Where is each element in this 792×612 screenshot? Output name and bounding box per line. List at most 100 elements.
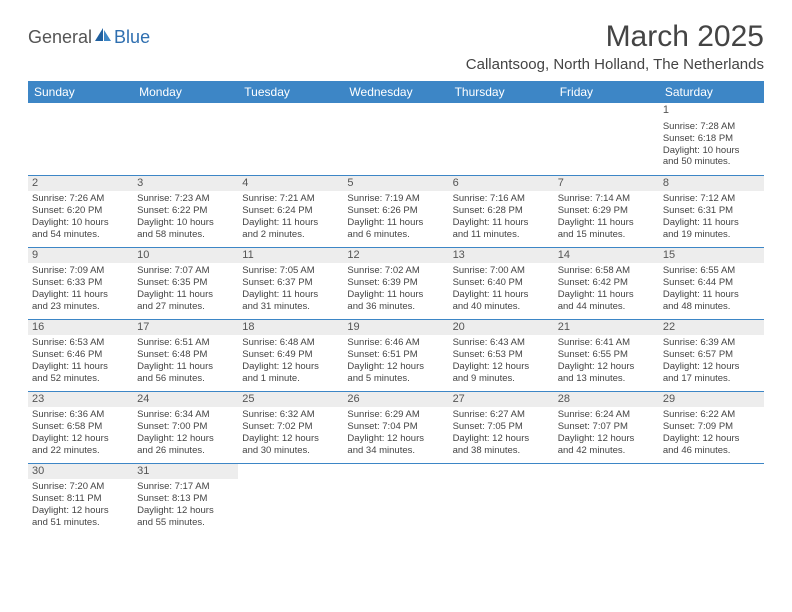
daylight-text: Daylight: 12 hours bbox=[453, 361, 550, 373]
sunrise-text: Sunrise: 6:58 AM bbox=[558, 265, 655, 277]
sunrise-text: Sunrise: 6:48 AM bbox=[242, 337, 339, 349]
daylight-text: Daylight: 12 hours bbox=[242, 433, 339, 445]
daylight-text: Daylight: 11 hours bbox=[663, 289, 760, 301]
sunrise-text: Sunrise: 6:51 AM bbox=[137, 337, 234, 349]
sunset-text: Sunset: 6:29 PM bbox=[558, 205, 655, 217]
day-number: 21 bbox=[554, 320, 659, 336]
day-number: 26 bbox=[343, 392, 448, 408]
sunrise-text: Sunrise: 6:34 AM bbox=[137, 409, 234, 421]
sunset-text: Sunset: 6:35 PM bbox=[137, 277, 234, 289]
title-block: March 2025 Callantsoog, North Holland, T… bbox=[466, 20, 764, 73]
daylight-text: and 23 minutes. bbox=[32, 301, 129, 313]
daylight-text: and 42 minutes. bbox=[558, 445, 655, 457]
day-number: 2 bbox=[28, 176, 133, 192]
day-number: 20 bbox=[449, 320, 554, 336]
calendar-cell: 18Sunrise: 6:48 AMSunset: 6:49 PMDayligh… bbox=[238, 319, 343, 391]
daylight-text: Daylight: 11 hours bbox=[453, 217, 550, 229]
sunset-text: Sunset: 6:46 PM bbox=[32, 349, 129, 361]
day-number: 24 bbox=[133, 392, 238, 408]
calendar-cell: 24Sunrise: 6:34 AMSunset: 7:00 PMDayligh… bbox=[133, 391, 238, 463]
calendar-cell: 31Sunrise: 7:17 AMSunset: 8:13 PMDayligh… bbox=[133, 463, 238, 535]
calendar-head: SundayMondayTuesdayWednesdayThursdayFrid… bbox=[28, 81, 764, 103]
calendar-cell: 8Sunrise: 7:12 AMSunset: 6:31 PMDaylight… bbox=[659, 175, 764, 247]
daylight-text: and 11 minutes. bbox=[453, 229, 550, 241]
day-number: 1 bbox=[659, 103, 764, 119]
day-number: 16 bbox=[28, 320, 133, 336]
sunset-text: Sunset: 6:49 PM bbox=[242, 349, 339, 361]
day-number: 22 bbox=[659, 320, 764, 336]
daylight-text: and 51 minutes. bbox=[32, 517, 129, 529]
day-number: 17 bbox=[133, 320, 238, 336]
calendar-cell: 19Sunrise: 6:46 AMSunset: 6:51 PMDayligh… bbox=[343, 319, 448, 391]
daylight-text: Daylight: 11 hours bbox=[32, 361, 129, 373]
sunrise-text: Sunrise: 6:43 AM bbox=[453, 337, 550, 349]
sunrise-text: Sunrise: 7:19 AM bbox=[347, 193, 444, 205]
logo-text-blue: Blue bbox=[114, 27, 150, 48]
sunrise-text: Sunrise: 6:41 AM bbox=[558, 337, 655, 349]
sunset-text: Sunset: 7:09 PM bbox=[663, 421, 760, 433]
daylight-text: and 19 minutes. bbox=[663, 229, 760, 241]
day-number: 25 bbox=[238, 392, 343, 408]
sunrise-text: Sunrise: 7:14 AM bbox=[558, 193, 655, 205]
sunset-text: Sunset: 8:13 PM bbox=[137, 493, 234, 505]
sunset-text: Sunset: 6:33 PM bbox=[32, 277, 129, 289]
sunset-text: Sunset: 6:37 PM bbox=[242, 277, 339, 289]
daylight-text: Daylight: 12 hours bbox=[32, 433, 129, 445]
sunset-text: Sunset: 7:05 PM bbox=[453, 421, 550, 433]
daylight-text: and 50 minutes. bbox=[663, 156, 760, 168]
sunrise-text: Sunrise: 7:09 AM bbox=[32, 265, 129, 277]
daylight-text: Daylight: 12 hours bbox=[32, 505, 129, 517]
sunrise-text: Sunrise: 7:07 AM bbox=[137, 265, 234, 277]
sunset-text: Sunset: 6:24 PM bbox=[242, 205, 339, 217]
daylight-text: and 30 minutes. bbox=[242, 445, 339, 457]
calendar-cell bbox=[133, 103, 238, 175]
sunrise-text: Sunrise: 6:24 AM bbox=[558, 409, 655, 421]
daylight-text: and 55 minutes. bbox=[137, 517, 234, 529]
sunset-text: Sunset: 7:00 PM bbox=[137, 421, 234, 433]
sunrise-text: Sunrise: 6:53 AM bbox=[32, 337, 129, 349]
sunset-text: Sunset: 6:20 PM bbox=[32, 205, 129, 217]
weekday-header: Wednesday bbox=[343, 81, 448, 103]
day-number: 30 bbox=[28, 464, 133, 480]
sunrise-text: Sunrise: 6:46 AM bbox=[347, 337, 444, 349]
daylight-text: and 58 minutes. bbox=[137, 229, 234, 241]
calendar-cell: 15Sunrise: 6:55 AMSunset: 6:44 PMDayligh… bbox=[659, 247, 764, 319]
calendar-cell bbox=[238, 463, 343, 535]
day-number: 8 bbox=[659, 176, 764, 192]
sunset-text: Sunset: 6:55 PM bbox=[558, 349, 655, 361]
daylight-text: Daylight: 12 hours bbox=[137, 433, 234, 445]
daylight-text: Daylight: 11 hours bbox=[137, 289, 234, 301]
daylight-text: Daylight: 11 hours bbox=[137, 361, 234, 373]
sunset-text: Sunset: 6:53 PM bbox=[453, 349, 550, 361]
calendar-cell: 13Sunrise: 7:00 AMSunset: 6:40 PMDayligh… bbox=[449, 247, 554, 319]
month-title: March 2025 bbox=[466, 20, 764, 54]
day-number: 15 bbox=[659, 248, 764, 264]
calendar-cell: 12Sunrise: 7:02 AMSunset: 6:39 PMDayligh… bbox=[343, 247, 448, 319]
daylight-text: Daylight: 11 hours bbox=[558, 217, 655, 229]
calendar-cell: 29Sunrise: 6:22 AMSunset: 7:09 PMDayligh… bbox=[659, 391, 764, 463]
sunset-text: Sunset: 6:39 PM bbox=[347, 277, 444, 289]
calendar-cell bbox=[238, 103, 343, 175]
day-number: 10 bbox=[133, 248, 238, 264]
sunset-text: Sunset: 6:44 PM bbox=[663, 277, 760, 289]
calendar-cell bbox=[554, 103, 659, 175]
calendar-cell: 1Sunrise: 7:28 AMSunset: 6:18 PMDaylight… bbox=[659, 103, 764, 175]
calendar-cell: 27Sunrise: 6:27 AMSunset: 7:05 PMDayligh… bbox=[449, 391, 554, 463]
calendar-cell: 26Sunrise: 6:29 AMSunset: 7:04 PMDayligh… bbox=[343, 391, 448, 463]
daylight-text: and 44 minutes. bbox=[558, 301, 655, 313]
daylight-text: Daylight: 11 hours bbox=[347, 217, 444, 229]
sunset-text: Sunset: 6:31 PM bbox=[663, 205, 760, 217]
day-number: 4 bbox=[238, 176, 343, 192]
sunset-text: Sunset: 6:51 PM bbox=[347, 349, 444, 361]
sunrise-text: Sunrise: 7:05 AM bbox=[242, 265, 339, 277]
day-number: 7 bbox=[554, 176, 659, 192]
sunrise-text: Sunrise: 7:02 AM bbox=[347, 265, 444, 277]
daylight-text: Daylight: 12 hours bbox=[558, 433, 655, 445]
daylight-text: Daylight: 11 hours bbox=[347, 289, 444, 301]
daylight-text: and 9 minutes. bbox=[453, 373, 550, 385]
logo: General Blue bbox=[28, 26, 150, 49]
sunset-text: Sunset: 6:42 PM bbox=[558, 277, 655, 289]
daylight-text: and 22 minutes. bbox=[32, 445, 129, 457]
calendar-cell: 4Sunrise: 7:21 AMSunset: 6:24 PMDaylight… bbox=[238, 175, 343, 247]
sunset-text: Sunset: 6:57 PM bbox=[663, 349, 760, 361]
